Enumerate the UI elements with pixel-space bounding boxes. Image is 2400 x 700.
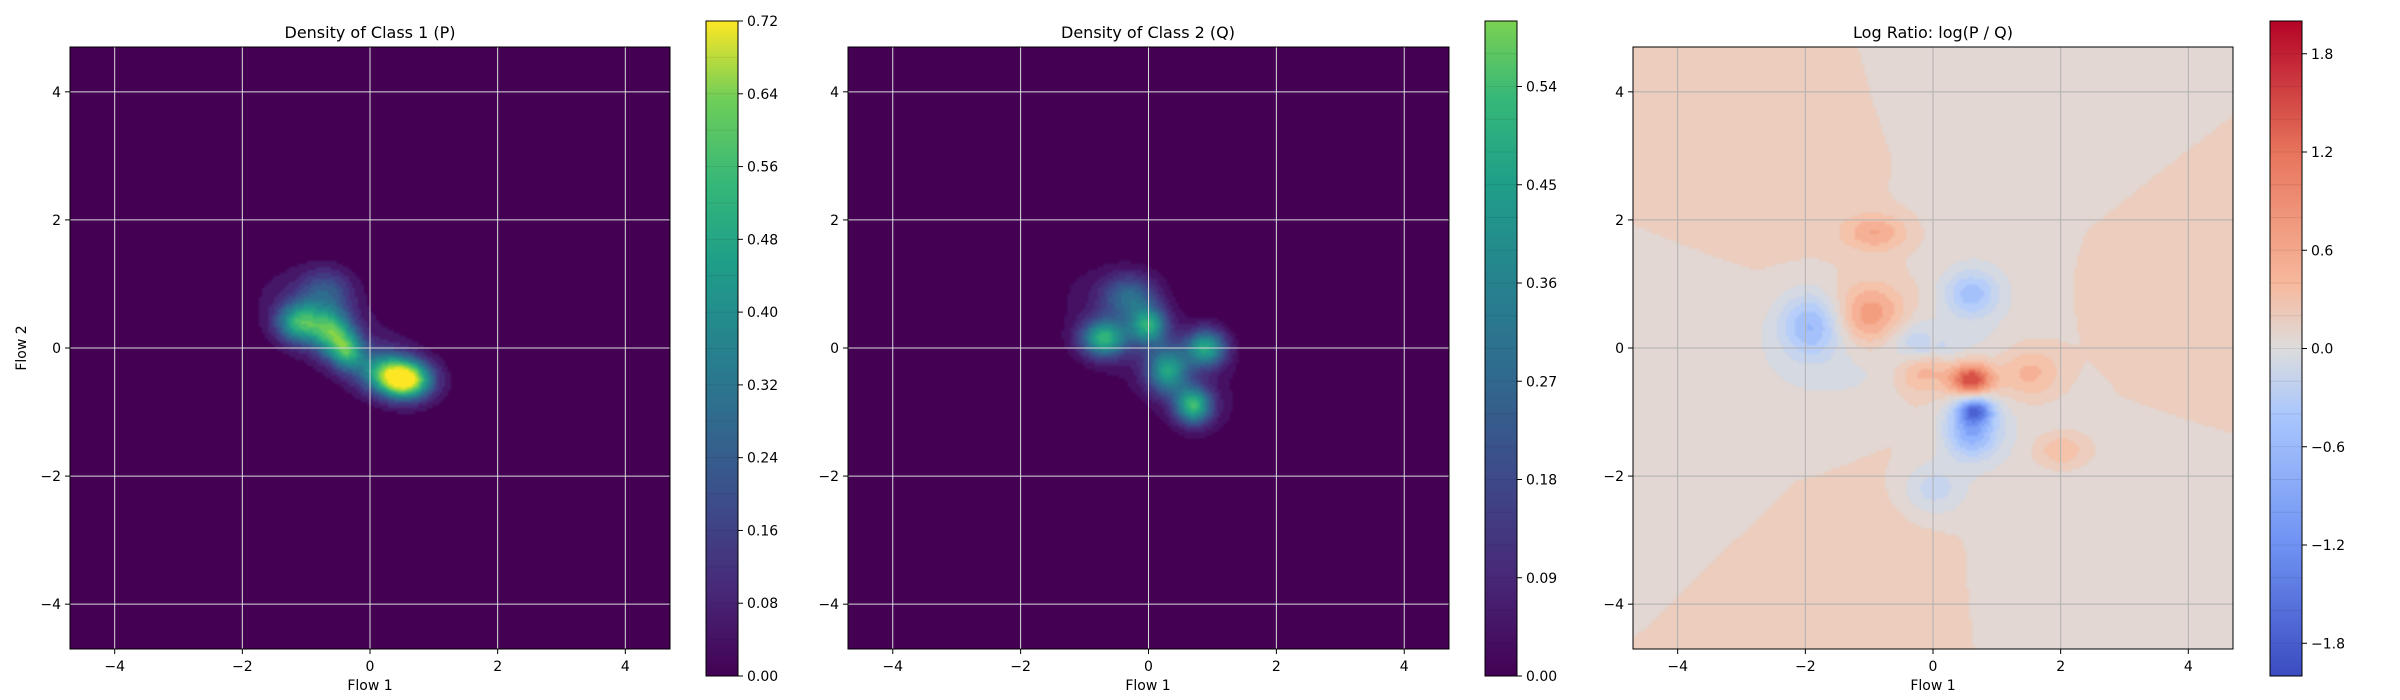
x-tick-label: 0 [366, 659, 375, 675]
y-tick-label: 4 [52, 85, 61, 101]
colorbar-tick-label: 0.0 [2311, 342, 2333, 358]
x-tick-label: 2 [493, 659, 502, 675]
panel-class2-density: Density of Class 2 (Q) −4 −2 0 2 4 −4 −2 0 2 4 F… [818, 23, 1450, 694]
y-axis-ticks: −4 −2 0 2 4 [1603, 85, 1633, 613]
colorbar-log-ratio: −1.8 −1.2 −0.6 0.0 0.6 1.2 1.8 [2269, 20, 2345, 677]
panel-log-ratio: Log Ratio: log(P / Q) −4 −2 0 2 4 −4 −2 0 2 4 Fl… [1603, 23, 2234, 694]
colorbar-tick-label: 0.00 [747, 669, 778, 685]
x-tick-label: 4 [1400, 659, 1409, 675]
grid-lines [848, 47, 1449, 649]
grid-lines [70, 47, 670, 649]
colorbar-tick-label: 0.24 [747, 451, 778, 467]
y-axis-ticks: −4 −2 0 2 4 [40, 85, 70, 613]
x-tick-label: 0 [1144, 659, 1153, 675]
colorbar-tick-label: 1.2 [2311, 145, 2333, 161]
panel-title: Density of Class 1 (P) [285, 23, 456, 42]
y-tick-label: −4 [1603, 597, 1624, 613]
x-tick-label: 2 [2056, 659, 2065, 675]
x-tick-label: −4 [1667, 659, 1688, 675]
colorbar-tick-label: 1.8 [2311, 47, 2333, 63]
colorbar-gradient [1484, 20, 1518, 677]
colorbar-tick-label: −1.2 [2311, 538, 2345, 554]
x-axis-label: Flow 1 [347, 678, 392, 694]
x-tick-label: 4 [2184, 659, 2193, 675]
colorbar-gradient [705, 20, 739, 677]
x-axis-ticks: −4 −2 0 2 4 [104, 649, 630, 675]
panel-title: Log Ratio: log(P / Q) [1853, 23, 2013, 42]
x-tick-label: −2 [1010, 659, 1031, 675]
colorbar-tick-label: 0.72 [747, 14, 778, 30]
colorbar-tick-label: 0.16 [747, 523, 778, 539]
colorbar-ticks: −1.8 −1.2 −0.6 0.0 0.6 1.2 1.8 [2270, 47, 2345, 652]
colorbar-class1: 0.00 0.08 0.16 0.24 0.32 0.40 0.48 0.56 0.64 0.72 [705, 14, 778, 685]
x-tick-label: −2 [1795, 659, 1816, 675]
x-axis-ticks: −4 −2 0 2 4 [1667, 649, 2193, 675]
y-tick-label: 0 [1615, 341, 1624, 357]
colorbar-tick-label: 0.56 [747, 160, 778, 176]
colorbar-tick-label: 0.27 [1526, 374, 1557, 390]
colorbar-tick-label: 0.54 [1526, 80, 1557, 96]
y-tick-label: 2 [830, 213, 839, 229]
panel-class1-density: Density of Class 1 (P) −4 −2 0 2 4 −4 −2 0 2 4 F… [14, 23, 671, 694]
y-axis-ticks: −4 −2 0 2 4 [818, 85, 848, 613]
y-tick-label: −2 [818, 469, 839, 485]
x-tick-label: 0 [1929, 659, 1938, 675]
colorbar-tick-label: 0.18 [1526, 473, 1557, 489]
y-tick-label: 2 [1615, 213, 1624, 229]
colorbar-tick-label: 0.08 [747, 596, 778, 612]
colorbar-tick-label: 0.40 [747, 305, 778, 321]
colorbar-tick-label: 0.45 [1526, 178, 1557, 194]
colorbar-ticks: 0.00 0.08 0.16 0.24 0.32 0.40 0.48 0.56 0.64 0.72 [706, 14, 778, 685]
colorbar-tick-label: −1.8 [2311, 636, 2345, 652]
y-tick-label: 0 [52, 341, 61, 357]
colorbar-tick-label: 0.09 [1526, 571, 1557, 587]
x-tick-label: 4 [621, 659, 630, 675]
x-axis-label: Flow 1 [1910, 678, 1955, 694]
x-axis-ticks: −4 −2 0 2 4 [882, 649, 1409, 675]
colorbar-gradient [2269, 20, 2303, 677]
colorbar-tick-label: 0.32 [747, 378, 778, 394]
y-tick-label: −4 [818, 597, 839, 613]
colorbar-tick-label: 0.6 [2311, 243, 2333, 259]
grid-lines [1633, 47, 2233, 649]
y-axis-label: Flow 2 [14, 325, 30, 370]
x-tick-label: −4 [104, 659, 125, 675]
x-axis-label: Flow 1 [1125, 678, 1170, 694]
colorbar-tick-label: 0.64 [747, 87, 778, 103]
x-tick-label: −4 [882, 659, 903, 675]
y-tick-label: 2 [52, 213, 61, 229]
colorbar-class2: 0.00 0.09 0.18 0.27 0.36 0.45 0.54 [1484, 20, 1557, 685]
y-tick-label: 4 [1615, 85, 1624, 101]
x-tick-label: 2 [1272, 659, 1281, 675]
y-tick-label: −2 [40, 469, 61, 485]
colorbar-tick-label: 0.48 [747, 232, 778, 248]
x-tick-label: −2 [232, 659, 253, 675]
panel-title: Density of Class 2 (Q) [1061, 23, 1235, 42]
y-tick-label: 0 [830, 341, 839, 357]
y-tick-label: −4 [40, 597, 61, 613]
colorbar-tick-label: 0.36 [1526, 276, 1557, 292]
colorbar-tick-label: 0.00 [1526, 669, 1557, 685]
y-tick-label: −2 [1603, 469, 1624, 485]
y-tick-label: 4 [830, 85, 839, 101]
colorbar-ticks: 0.00 0.09 0.18 0.27 0.36 0.45 0.54 [1485, 53, 1557, 685]
colorbar-tick-label: −0.6 [2311, 440, 2345, 456]
